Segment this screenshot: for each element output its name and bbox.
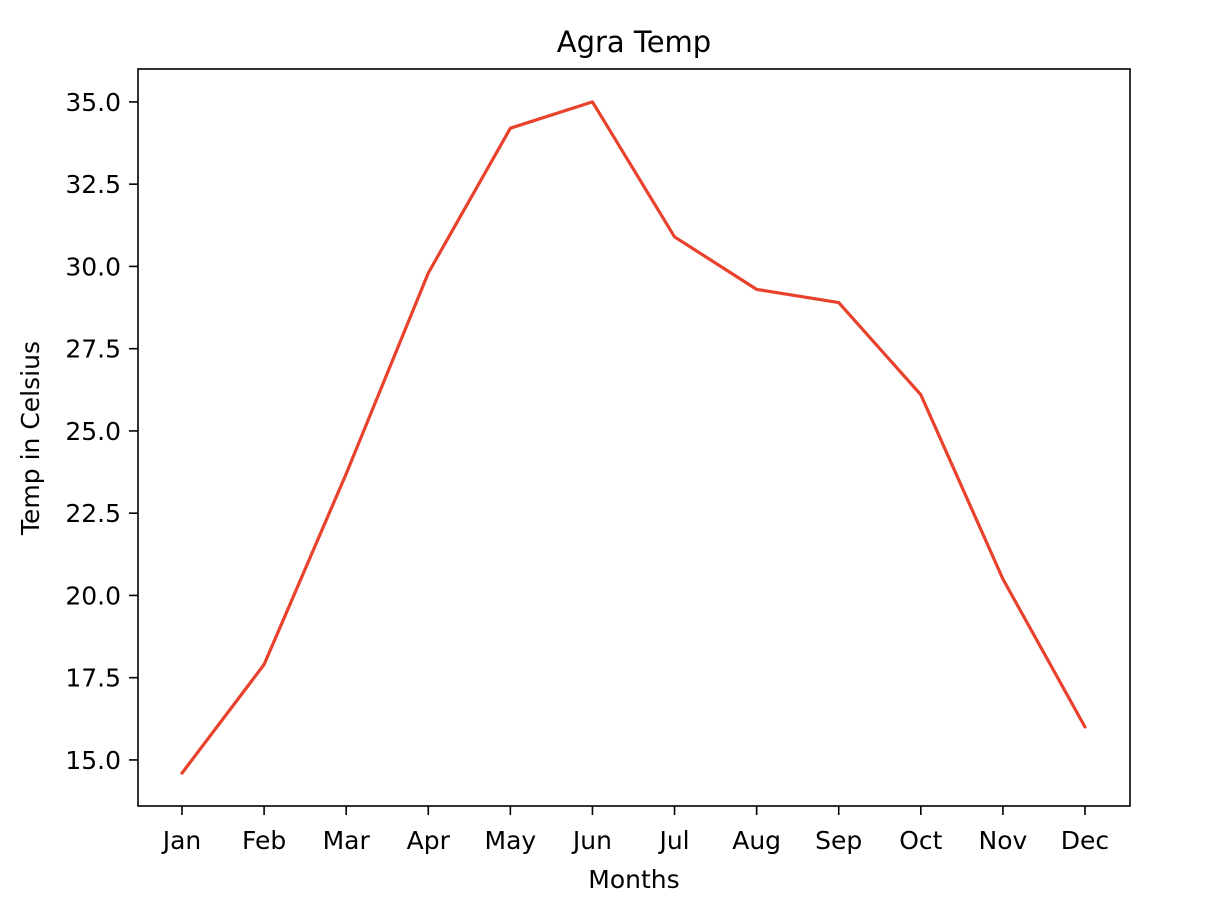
x-tick-label: Oct — [899, 826, 942, 855]
x-tick-label: Sep — [815, 826, 862, 855]
y-tick-label: 20.0 — [65, 581, 121, 610]
x-tick-label: Nov — [979, 826, 1028, 855]
y-tick-label: 35.0 — [65, 88, 121, 117]
x-tick-label: May — [485, 826, 537, 855]
y-tick-label: 25.0 — [65, 417, 121, 446]
x-tick-label: Mar — [323, 826, 371, 855]
x-tick-label: Aug — [732, 826, 781, 855]
x-tick-label: Feb — [242, 826, 286, 855]
y-tick-label: 27.5 — [65, 335, 121, 364]
y-tick-label: 30.0 — [65, 252, 121, 281]
x-axis-label: Months — [588, 865, 679, 894]
chart-title: Agra Temp — [557, 25, 711, 59]
x-tick-label: Jun — [571, 826, 612, 855]
y-tick-label: 22.5 — [65, 499, 121, 528]
x-tick-label: Jul — [657, 826, 689, 855]
x-tick-label: Jan — [161, 826, 202, 855]
x-tick-label: Apr — [407, 826, 451, 855]
y-tick-label: 17.5 — [65, 664, 121, 693]
y-tick-label: 15.0 — [65, 746, 121, 775]
y-axis-label: Temp in Celsius — [16, 341, 45, 536]
x-tick-label: Dec — [1061, 826, 1109, 855]
y-tick-label: 32.5 — [65, 170, 121, 199]
